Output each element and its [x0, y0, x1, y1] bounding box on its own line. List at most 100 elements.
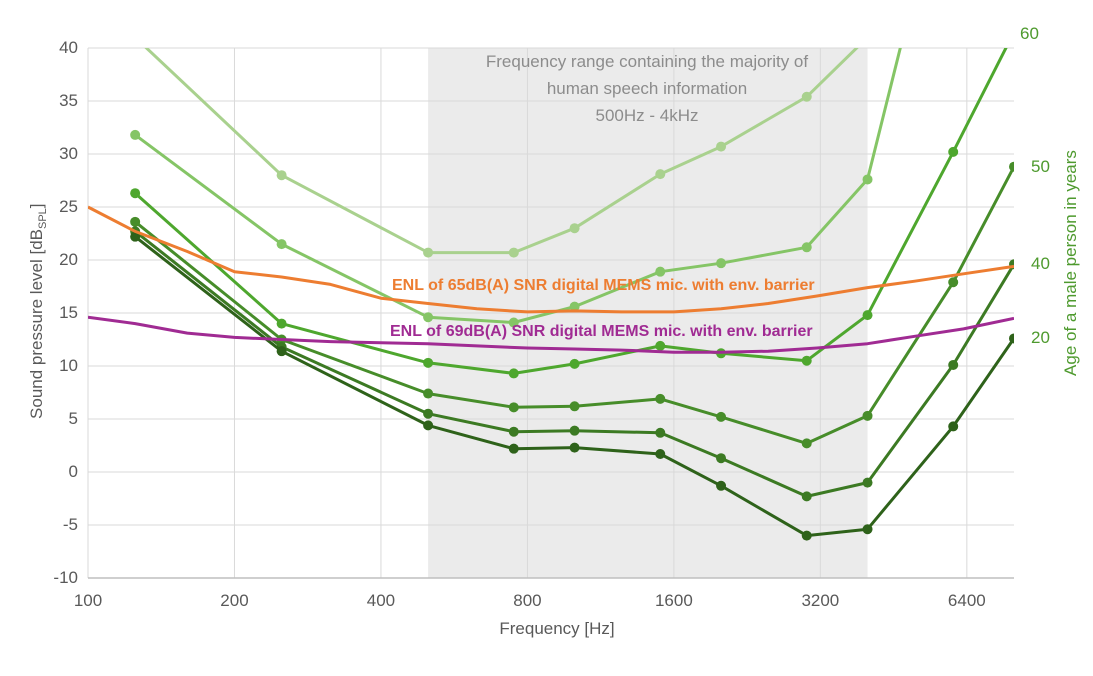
data-point [801, 491, 812, 502]
data-point [423, 420, 434, 431]
y-tick-label: 15 [59, 303, 78, 322]
y-tick-label: 10 [59, 356, 78, 375]
data-point [716, 480, 727, 491]
series-line-age-curve-2 [134, 48, 902, 324]
purple-series-label: ENL of 69dB(A) SNR digital MEMS mic. wit… [390, 323, 813, 340]
data-point [423, 388, 434, 399]
data-point [130, 32, 140, 42]
y-tick-label: 35 [59, 91, 78, 110]
age-label-60: 60 [1020, 24, 1039, 43]
data-point [569, 223, 580, 234]
y-tick-label: 5 [68, 409, 78, 428]
data-point [276, 170, 287, 181]
data-point [655, 393, 666, 404]
series-age-curve-1 [130, 32, 873, 258]
y-tick-label: 30 [59, 144, 78, 163]
data-point [508, 368, 519, 379]
y-axis-title-right: Age of a male person in years [1061, 150, 1080, 376]
age-label-40: 40 [1031, 254, 1050, 274]
data-point [948, 277, 959, 288]
series-line-mic-enl-65 [88, 205, 1014, 314]
orange-series-label: ENL of 65dB(A) SNR digital MEMS mic. wit… [392, 277, 815, 294]
data-point [655, 266, 666, 277]
x-tick-label: 6400 [947, 591, 986, 610]
data-point [716, 453, 727, 464]
chart-title-line-1: Frequency range containing the majority … [485, 52, 809, 71]
data-point [423, 408, 434, 419]
data-point [948, 359, 959, 370]
data-point [716, 411, 727, 422]
data-point [716, 141, 727, 152]
data-point [130, 231, 141, 242]
series-mic-enl-69 [88, 315, 1014, 354]
data-point [569, 442, 580, 453]
series-age-curve-2 [130, 48, 902, 328]
data-point [801, 355, 812, 366]
data-point [569, 301, 580, 312]
x-tick-label: 800 [513, 591, 542, 610]
data-point [716, 258, 727, 269]
data-point [1009, 27, 1019, 37]
data-point [948, 421, 959, 432]
series-line-mic-enl-69 [88, 315, 1014, 354]
data-point [276, 318, 287, 329]
data-point [569, 358, 580, 369]
series-mic-enl-65 [88, 205, 1014, 314]
y-left-title-bracket: ] [26, 203, 46, 209]
data-point [655, 427, 666, 438]
y-tick-label: 40 [59, 38, 78, 57]
series-age-curve-60 [130, 27, 1019, 379]
series-age-curve-50 [130, 161, 1014, 449]
data-point [801, 242, 812, 253]
data-point [655, 169, 666, 180]
data-point [130, 216, 141, 227]
x-axis-title: Frequency [Hz] [499, 619, 615, 638]
data-point [423, 247, 434, 258]
chart-title-line-3: 500Hz - 4kHz [595, 106, 699, 125]
data-point [569, 425, 580, 436]
data-point [862, 477, 873, 488]
age-label-50: 50 [1031, 156, 1050, 176]
data-point [508, 426, 519, 437]
data-point [569, 401, 580, 412]
data-point [801, 530, 812, 541]
data-point [508, 443, 519, 454]
data-point [508, 402, 519, 413]
x-tick-label: 3200 [801, 591, 840, 610]
series-age-curve-20 [130, 231, 1014, 541]
y-tick-label: 20 [59, 250, 78, 269]
y-tick-label: 0 [68, 462, 78, 481]
data-point [1009, 161, 1014, 172]
data-point [130, 129, 141, 140]
data-point [508, 317, 519, 328]
data-point [948, 146, 959, 157]
x-tick-label: 200 [220, 591, 249, 610]
data-point [655, 340, 666, 351]
data-point [862, 310, 873, 321]
y-left-title-subscript: SPL [37, 208, 50, 229]
data-point [862, 524, 873, 535]
age-label-20: 20 [1031, 328, 1050, 348]
y-tick-label: -10 [53, 568, 78, 587]
data-point [862, 410, 873, 421]
data-point [863, 32, 873, 42]
y-left-title-text: Sound pressure level [dB [26, 228, 46, 419]
x-tick-label: 100 [73, 591, 103, 610]
y-tick-label: 25 [59, 197, 78, 216]
data-point [655, 448, 666, 459]
data-point [276, 346, 287, 357]
y-tick-label: -5 [62, 515, 78, 534]
data-point [1009, 333, 1014, 344]
x-tick-label: 400 [366, 591, 396, 610]
data-point [423, 312, 434, 323]
data-point [862, 174, 873, 185]
data-point [423, 357, 434, 368]
data-point [276, 239, 287, 250]
y-axis-title-left: Sound pressure level [dBSPL] [27, 171, 49, 451]
x-tick-label: 1600 [654, 591, 693, 610]
data-point [801, 91, 812, 102]
data-point [130, 188, 141, 199]
data-point [508, 247, 519, 258]
